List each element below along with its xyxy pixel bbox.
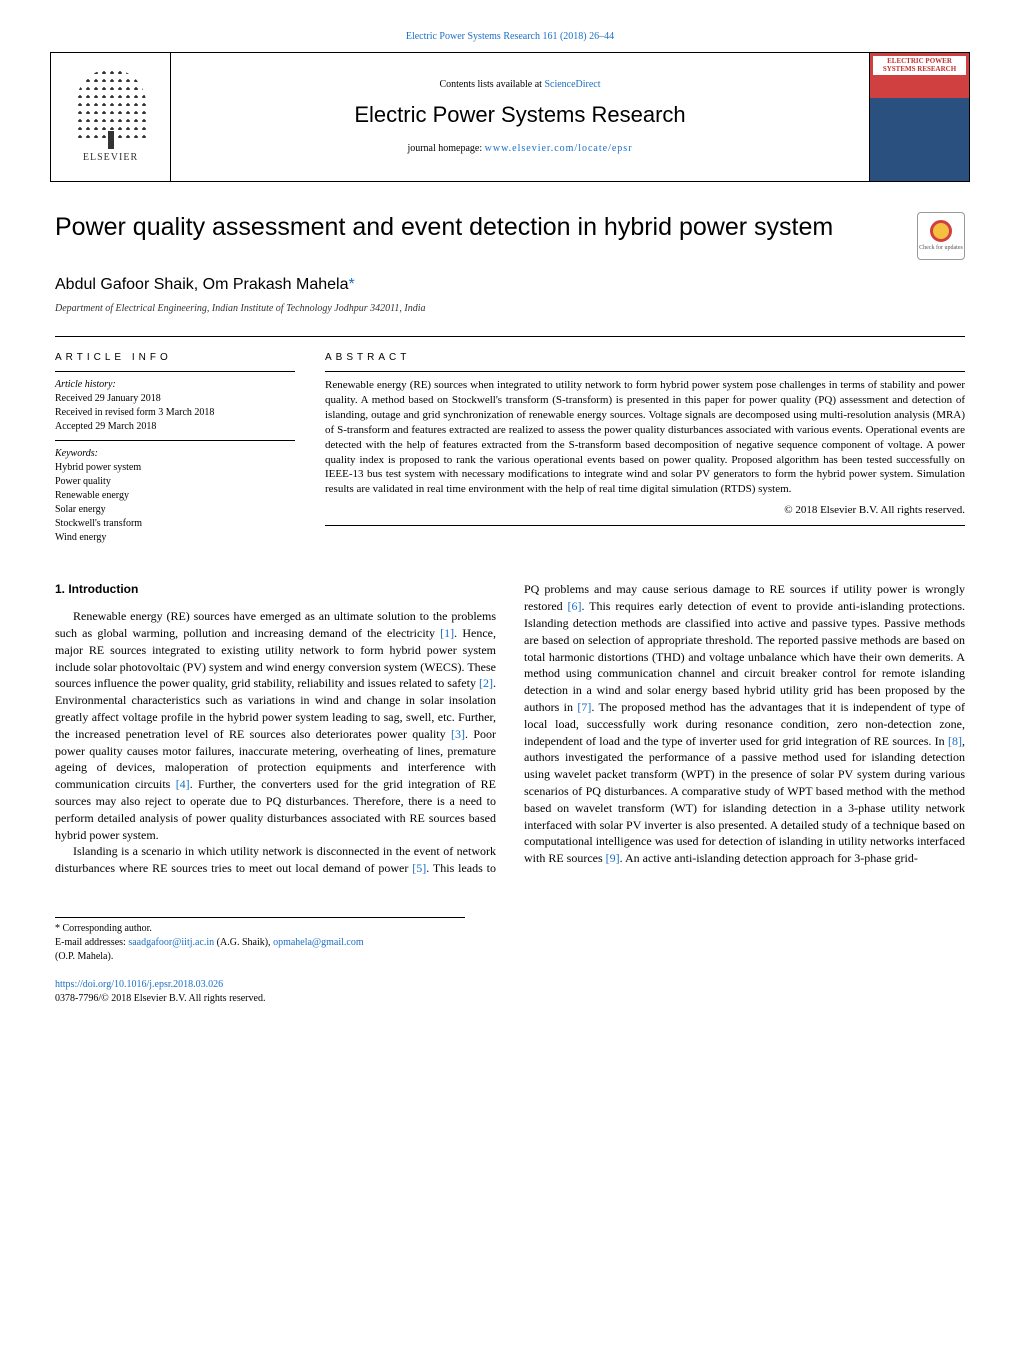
citation-ref[interactable]: [1]	[440, 626, 454, 640]
revised-date: Received in revised form 3 March 2018	[55, 406, 295, 420]
citation-ref[interactable]: [7]	[577, 700, 591, 714]
article-info-heading: article info	[55, 351, 295, 371]
keyword: Hybrid power system	[55, 461, 295, 475]
citation-ref[interactable]: [9]	[606, 851, 620, 865]
section-1-heading: 1. Introduction	[55, 581, 496, 598]
check-updates-label: Check for updates	[919, 244, 963, 252]
keyword: Renewable energy	[55, 489, 295, 503]
email-name-2: (O.P. Mahela).	[55, 950, 465, 964]
citation-ref[interactable]: [3]	[451, 727, 465, 741]
publisher-name: ELSEVIER	[83, 151, 138, 165]
corresponding-marker: *	[348, 276, 354, 293]
journal-title: Electric Power Systems Research	[354, 100, 685, 131]
accepted-date: Accepted 29 March 2018	[55, 420, 295, 434]
email-link-1[interactable]: saadgafoor@iitj.ac.in	[128, 937, 214, 948]
citation-ref[interactable]: [2]	[479, 676, 493, 690]
publisher-logo: ELSEVIER	[51, 53, 171, 181]
keywords-label: Keywords:	[55, 447, 295, 461]
citation-ref[interactable]: [8]	[948, 734, 962, 748]
intro-paragraph-1: Renewable energy (RE) sources have emerg…	[55, 608, 496, 843]
contents-prefix: Contents lists available at	[439, 79, 544, 90]
keyword: Power quality	[55, 475, 295, 489]
citation-ref[interactable]: [4]	[176, 777, 190, 791]
article-info-column: article info Article history: Received 2…	[55, 351, 295, 551]
email-name-1: (A.G. Shaik),	[217, 937, 273, 948]
cover-title: ELECTRIC POWER SYSTEMS RESEARCH	[873, 56, 966, 75]
authors-names: Abdul Gafoor Shaik, Om Prakash Mahela	[55, 276, 348, 293]
citation-ref[interactable]: [6]	[568, 599, 582, 613]
title-divider	[55, 336, 965, 337]
article-body: 1. Introduction Renewable energy (RE) so…	[55, 581, 965, 877]
abstract-column: abstract Renewable energy (RE) sources w…	[325, 351, 965, 551]
abstract-text: Renewable energy (RE) sources when integ…	[325, 371, 965, 497]
abstract-bottom-divider	[325, 525, 965, 526]
elsevier-tree-icon	[76, 69, 146, 139]
keywords-block: Keywords: Hybrid power system Power qual…	[55, 440, 295, 551]
homepage-label: journal homepage:	[407, 143, 484, 154]
journal-homepage-line: journal homepage: www.elsevier.com/locat…	[407, 142, 632, 156]
email-link-2[interactable]: opmahela@gmail.com	[273, 937, 364, 948]
footer-copyright: 0378-7796/© 2018 Elsevier B.V. All right…	[55, 992, 965, 1006]
page-header-citation: Electric Power Systems Research 161 (201…	[0, 0, 1020, 52]
journal-center-block: Contents lists available at ScienceDirec…	[171, 53, 869, 181]
citation-ref[interactable]: [5]	[412, 861, 426, 875]
corresponding-author-note: * Corresponding author.	[55, 922, 465, 936]
check-updates-icon	[930, 220, 952, 242]
sciencedirect-link[interactable]: ScienceDirect	[544, 79, 600, 90]
homepage-link[interactable]: www.elsevier.com/locate/epsr	[485, 143, 633, 154]
footnotes: * Corresponding author. E-mail addresses…	[55, 917, 465, 964]
doi-line: https://doi.org/10.1016/j.epsr.2018.03.0…	[55, 978, 965, 992]
article-history-block: Article history: Received 29 January 201…	[55, 371, 295, 440]
doi-link[interactable]: https://doi.org/10.1016/j.epsr.2018.03.0…	[55, 979, 223, 990]
keyword: Stockwell's transform	[55, 517, 295, 531]
email-label: E-mail addresses:	[55, 937, 128, 948]
authors-line: Abdul Gafoor Shaik, Om Prakash Mahela*	[55, 274, 965, 296]
check-for-updates-badge[interactable]: Check for updates	[917, 212, 965, 260]
affiliation: Department of Electrical Engineering, In…	[55, 302, 965, 316]
article-title: Power quality assessment and event detec…	[55, 212, 897, 243]
received-date: Received 29 January 2018	[55, 392, 295, 406]
contents-available-line: Contents lists available at ScienceDirec…	[439, 78, 600, 92]
keyword: Solar energy	[55, 503, 295, 517]
journal-cover-thumbnail: ELECTRIC POWER SYSTEMS RESEARCH	[869, 53, 969, 181]
abstract-heading: abstract	[325, 351, 965, 371]
journal-header-banner: ELSEVIER Contents lists available at Sci…	[50, 52, 970, 182]
email-line: E-mail addresses: saadgafoor@iitj.ac.in …	[55, 936, 465, 950]
keyword: Wind energy	[55, 531, 295, 545]
history-label: Article history:	[55, 378, 295, 392]
abstract-copyright: © 2018 Elsevier B.V. All rights reserved…	[325, 503, 965, 518]
